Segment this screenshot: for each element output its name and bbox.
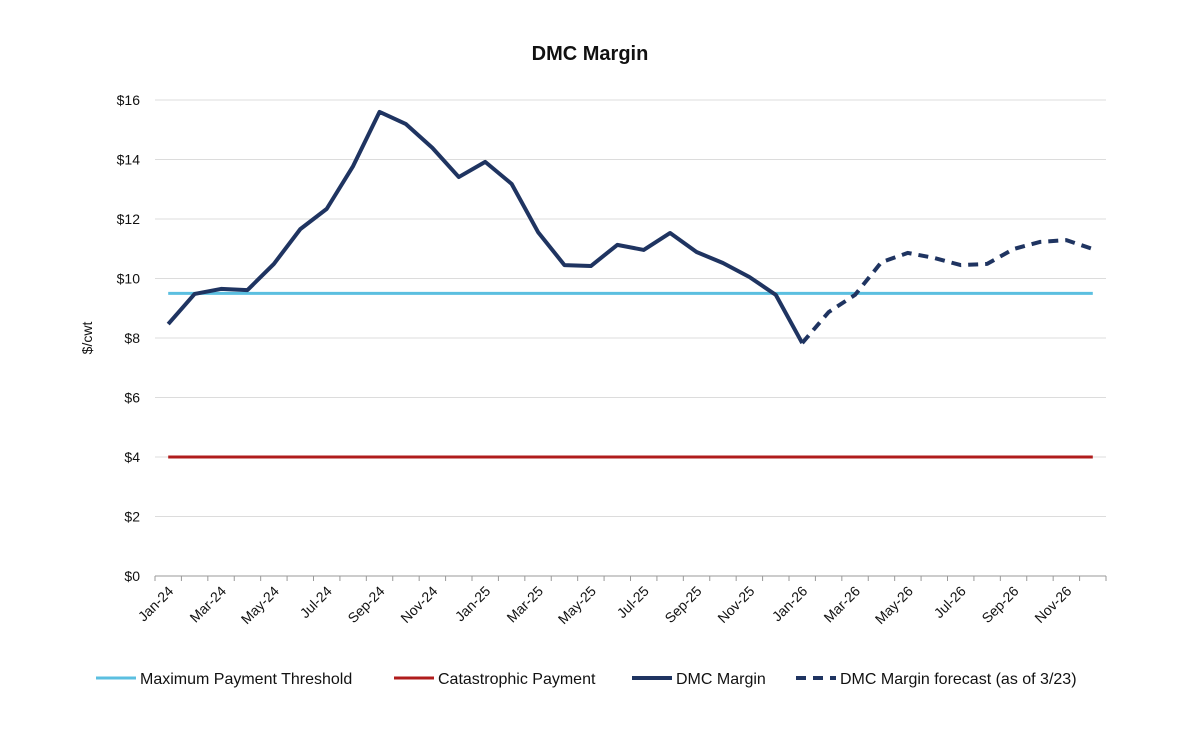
y-tick-label: $14 [117,152,141,168]
x-tick-label: Jul-25 [614,583,652,621]
x-tick-label: May-25 [555,583,599,627]
y-tick-label: $10 [117,271,141,287]
x-tick-label: Nov-26 [1031,583,1074,626]
x-tick-label: May-26 [872,583,916,627]
y-tick-label: $8 [124,330,140,346]
x-tick-label: Mar-26 [820,583,863,626]
y-tick-label: $16 [117,92,141,108]
y-tick-label: $4 [124,449,140,465]
x-tick-label: Jul-24 [297,583,335,621]
legend-label: DMC Margin [676,671,766,688]
chart-title: DMC Margin [532,43,649,65]
legend-label: DMC Margin forecast (as of 3/23) [840,671,1077,688]
y-tick-label: $6 [124,390,140,406]
x-tick-label: Jan-24 [135,583,177,625]
x-tick-label: Nov-24 [397,583,440,626]
x-tick-label: Mar-24 [186,583,229,626]
x-tick-label: Jan-25 [452,583,494,625]
legend-label: Maximum Payment Threshold [140,671,352,688]
x-tick-label: Sep-26 [978,583,1021,626]
x-tick-label: Sep-25 [661,583,704,626]
legend-label: Catastrophic Payment [438,671,596,688]
x-tick-label: Jul-26 [931,583,969,621]
series-line-3 [800,238,1094,345]
x-tick-label: Mar-25 [503,583,546,626]
x-tick-label: Nov-25 [714,583,757,626]
series-line-2 [166,109,804,345]
y-axis-label: $/cwt [79,322,95,355]
y-tick-label: $12 [117,211,141,227]
x-tick-label: May-24 [238,583,282,627]
y-tick-label: $0 [124,568,140,584]
y-tick-label: $2 [124,509,140,525]
x-tick-label: Jan-26 [769,583,811,625]
x-tick-label: Sep-24 [344,583,387,626]
